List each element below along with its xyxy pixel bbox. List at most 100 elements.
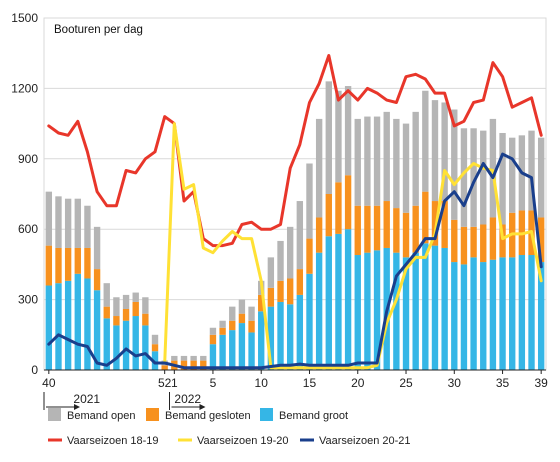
series-line bbox=[47, 152, 543, 370]
bar bbox=[277, 280, 284, 302]
bar bbox=[93, 269, 101, 291]
series-line bbox=[163, 122, 543, 370]
bar bbox=[499, 132, 506, 225]
bar bbox=[402, 123, 410, 213]
bar bbox=[364, 116, 371, 206]
x-tick-label: 20 bbox=[351, 376, 365, 390]
x-tick-label: 1 bbox=[171, 376, 178, 390]
bar bbox=[45, 191, 53, 246]
y-tick-label: 0 bbox=[31, 363, 38, 377]
legend-label: Vaarseizoen 18-19 bbox=[67, 435, 159, 447]
bar bbox=[267, 287, 275, 307]
bar bbox=[306, 163, 313, 239]
bar bbox=[537, 217, 545, 263]
x-tick-label: 39 bbox=[534, 376, 548, 390]
bar bbox=[180, 355, 188, 361]
bar bbox=[296, 294, 304, 370]
bar bbox=[460, 226, 468, 265]
bar bbox=[480, 262, 487, 370]
bar bbox=[509, 257, 516, 370]
bar bbox=[364, 252, 371, 370]
bar bbox=[402, 212, 410, 258]
bar bbox=[354, 118, 361, 206]
bar bbox=[258, 294, 265, 312]
bar bbox=[45, 285, 53, 370]
bar bbox=[64, 198, 72, 248]
bar bbox=[151, 334, 159, 345]
x-tick-label: 10 bbox=[255, 376, 269, 390]
bar bbox=[132, 292, 139, 302]
bar bbox=[74, 247, 81, 274]
bar bbox=[373, 250, 381, 370]
bar bbox=[431, 201, 439, 246]
bar bbox=[499, 224, 506, 258]
bar bbox=[113, 316, 120, 326]
bar bbox=[315, 252, 323, 370]
year-label: 2022 bbox=[174, 392, 201, 406]
legend: Bemand open Bemand gesloten Bemand groot Va… bbox=[48, 408, 411, 447]
legend-label: Bemand open bbox=[67, 410, 136, 422]
bar bbox=[460, 264, 468, 370]
bar bbox=[344, 86, 352, 176]
bar bbox=[537, 137, 545, 218]
bar bbox=[451, 219, 458, 263]
bar bbox=[480, 224, 487, 263]
series-line bbox=[47, 54, 543, 248]
bar bbox=[219, 334, 226, 370]
bar bbox=[248, 306, 255, 321]
bar bbox=[258, 311, 265, 370]
bar bbox=[335, 182, 342, 234]
bar bbox=[219, 327, 226, 335]
bar bbox=[286, 226, 294, 279]
bar bbox=[64, 280, 72, 370]
bar bbox=[209, 344, 217, 370]
x-axis-ticks: 40 52 1 5 10 15 20 25 30 35 39 bbox=[42, 370, 548, 390]
x-tick-label: 52 bbox=[158, 376, 172, 390]
legend-label: Bemand groot bbox=[279, 410, 348, 422]
bar bbox=[238, 323, 246, 370]
bar bbox=[431, 100, 439, 202]
bar bbox=[422, 191, 429, 244]
bar bbox=[132, 301, 139, 317]
bar bbox=[55, 283, 62, 370]
bar bbox=[296, 201, 304, 270]
x-tick-label: 30 bbox=[448, 376, 462, 390]
bar bbox=[528, 130, 535, 211]
bar bbox=[55, 196, 62, 248]
bars bbox=[45, 81, 545, 370]
bar bbox=[373, 116, 381, 206]
lines bbox=[47, 54, 543, 370]
bar bbox=[325, 81, 332, 194]
bar bbox=[373, 205, 381, 251]
bar bbox=[103, 318, 110, 370]
bar bbox=[296, 269, 304, 295]
bar bbox=[441, 102, 448, 202]
y-tick-label: 1500 bbox=[11, 11, 38, 25]
chart-title: Booturen per dag bbox=[54, 24, 143, 36]
x-tick-label: 5 bbox=[210, 376, 217, 390]
bar bbox=[383, 201, 390, 248]
bar bbox=[151, 351, 159, 370]
bar bbox=[402, 257, 410, 370]
bar bbox=[142, 325, 149, 370]
bar bbox=[364, 205, 371, 253]
bar bbox=[286, 278, 294, 305]
bar bbox=[132, 316, 139, 370]
bar bbox=[325, 194, 332, 237]
bar bbox=[190, 355, 197, 361]
bar bbox=[412, 205, 419, 253]
legend-swatch bbox=[48, 408, 61, 421]
bar bbox=[537, 262, 545, 370]
bar bbox=[441, 247, 448, 370]
bar bbox=[315, 118, 323, 218]
bar bbox=[64, 247, 72, 281]
year-label: 2021 bbox=[73, 392, 100, 406]
y-tick-label: 600 bbox=[18, 222, 38, 236]
bar bbox=[277, 240, 284, 281]
bar bbox=[412, 111, 419, 206]
bar bbox=[93, 226, 101, 270]
bar bbox=[219, 320, 226, 328]
bar bbox=[122, 320, 130, 370]
bar bbox=[306, 238, 313, 274]
